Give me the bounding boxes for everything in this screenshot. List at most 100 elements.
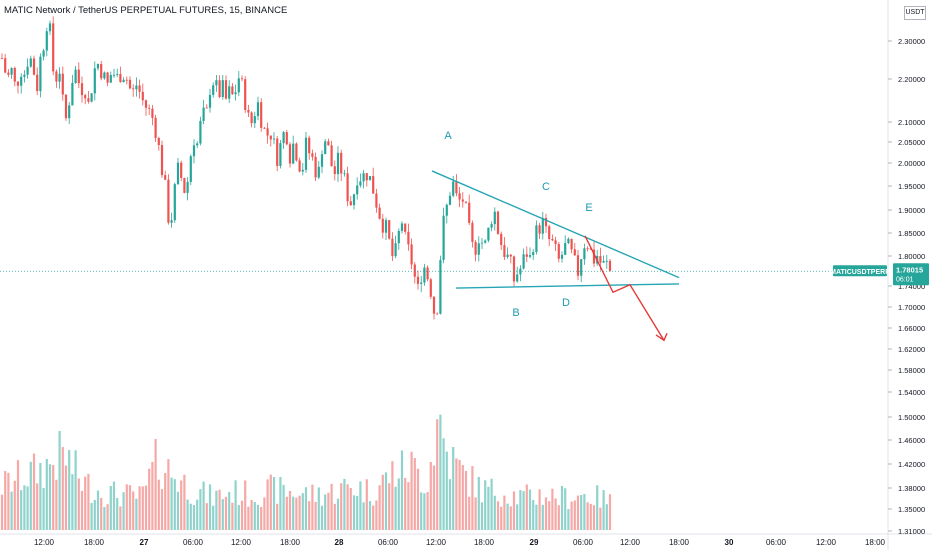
volume-bar: [551, 488, 554, 530]
candle-body: [461, 199, 464, 202]
candle-body: [48, 23, 52, 32]
volume-bar: [359, 481, 362, 530]
volume-bar: [240, 500, 244, 530]
candle-body: [84, 95, 87, 99]
candle-body: [106, 72, 109, 83]
x-tick-label: 28: [335, 538, 344, 547]
candle-body: [509, 254, 512, 257]
candle-body: [455, 181, 458, 194]
volume-bar: [592, 505, 596, 530]
candle-body: [7, 72, 10, 75]
volume-bar: [368, 501, 372, 530]
volume-bar: [253, 501, 256, 530]
candle-body: [148, 107, 151, 109]
volume-bar: [404, 477, 407, 530]
volume-bar: [74, 450, 77, 530]
candle-body: [394, 243, 397, 257]
volume-bar: [221, 499, 224, 530]
volume-bar: [160, 489, 164, 530]
volume-bar: [276, 503, 279, 530]
x-tick-label: 12:00: [620, 538, 641, 547]
volume-bar: [68, 449, 71, 530]
candle-body: [378, 207, 381, 219]
candle-body: [205, 107, 208, 109]
volume-bar: [346, 484, 349, 530]
volume-bar: [119, 506, 122, 530]
candle-body: [157, 137, 160, 146]
y-tick-label: 2.20000: [898, 75, 925, 84]
pattern-label-d: D: [562, 297, 570, 309]
candle-body: [180, 162, 183, 178]
candle-body: [186, 181, 189, 193]
candle-body: [231, 86, 234, 95]
volume-bar: [96, 490, 100, 530]
volume-bar: [474, 497, 477, 530]
volume-bar: [314, 501, 317, 530]
volume-bar: [122, 492, 125, 530]
volume-bar: [112, 481, 116, 530]
volume-bar: [541, 504, 544, 530]
y-tick-label: 2.10000: [898, 118, 925, 127]
volume-bar: [311, 484, 314, 530]
currency-badge: USDT: [904, 6, 926, 20]
candle-body: [362, 173, 365, 182]
volume-bar: [7, 472, 10, 530]
candle-body: [292, 143, 295, 164]
candle-body: [61, 73, 64, 95]
volume-bar: [375, 500, 378, 530]
candle-body: [173, 184, 176, 221]
candle-body: [368, 176, 372, 181]
candle-body: [39, 56, 42, 92]
volume-bar: [196, 499, 199, 530]
candle-body: [224, 80, 228, 99]
volume-bar: [487, 486, 490, 530]
y-tick-label: 1.38000: [898, 484, 925, 493]
x-tick-label: 29: [530, 538, 539, 547]
volume-bar: [397, 478, 400, 530]
candle-body: [346, 173, 349, 202]
volume-bar: [317, 487, 320, 530]
candle-body: [36, 74, 39, 92]
volume-bar: [205, 503, 208, 530]
candle-body: [279, 143, 282, 166]
volume-bar: [135, 498, 138, 530]
volume-bar: [477, 476, 480, 530]
x-tick-label: 27: [140, 538, 149, 547]
candle-body: [285, 132, 288, 145]
candle-body: [375, 193, 378, 208]
volume-bar: [39, 463, 42, 530]
candle-body: [605, 260, 608, 262]
volume-bar: [87, 473, 90, 530]
candle-body: [116, 74, 119, 75]
candle-body: [397, 230, 400, 244]
volume-bar: [458, 460, 461, 530]
volume-bar: [269, 474, 272, 530]
candle-body: [477, 243, 480, 255]
volume-bar: [423, 493, 426, 530]
candle-body: [237, 78, 240, 93]
volume-bar: [522, 491, 525, 530]
candle-body: [330, 145, 333, 167]
pattern-label-a: A: [444, 130, 452, 142]
candle-body: [263, 127, 266, 129]
candle-body: [269, 135, 272, 140]
candle-body: [170, 220, 173, 223]
volume-bar: [256, 504, 260, 530]
candle-body: [132, 88, 135, 90]
candle-body: [68, 105, 71, 119]
candle-body: [20, 76, 23, 86]
volume-bar: [336, 498, 340, 530]
volume-bar: [84, 476, 87, 530]
candle-body: [560, 254, 564, 259]
volume-bar: [234, 480, 237, 530]
candle-body: [576, 255, 580, 276]
volume-bar: [490, 478, 493, 530]
y-tick-label: 2.30000: [898, 37, 925, 46]
volume-bar: [144, 485, 148, 530]
candle-body: [74, 69, 77, 83]
candle-body: [496, 211, 500, 234]
candle-body: [599, 255, 602, 263]
volume-bar: [80, 490, 84, 530]
volume-bar: [116, 498, 119, 530]
